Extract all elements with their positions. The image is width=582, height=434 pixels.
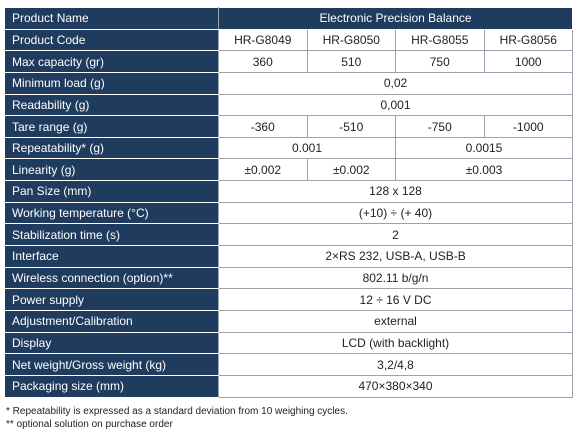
cell-value: 3,2/4,8 <box>217 353 574 376</box>
spec-table: Product Name Electronic Precision Balance… <box>5 7 574 398</box>
table-row: Packaging size (mm) 470×380×340 <box>5 374 574 398</box>
row-label: Power supply <box>5 288 219 311</box>
cell-value: HR-G8056 <box>483 28 574 52</box>
table-row: Adjustment/Calibration external <box>5 309 574 333</box>
table-row: Net weight/Gross weight (kg) 3,2/4,8 <box>5 353 574 376</box>
cell-value: HR-G8055 <box>395 28 485 52</box>
row-label: Linearity (g) <box>5 158 219 182</box>
cell-value: ±0.003 <box>394 158 574 182</box>
cell-value: 750 <box>395 50 485 73</box>
row-label: Stabilization time (s) <box>5 223 219 247</box>
table-row: Working temperature (°C) (+10) ÷ (+ 40) <box>5 201 574 225</box>
cell-value: (+10) ÷ (+ 40) <box>217 201 574 225</box>
cell-value: Electronic Precision Balance <box>217 7 574 30</box>
row-label: Net weight/Gross weight (kg) <box>5 353 219 376</box>
cell-value: ±0.002 <box>306 158 396 182</box>
cell-value: 470×380×340 <box>217 374 574 398</box>
footnote: * Repeatability is expressed as a standa… <box>6 406 348 417</box>
table-row: Max capacity (gr) 360 510 750 1000 <box>5 50 574 73</box>
cell-value: -1000 <box>483 115 574 138</box>
cell-value: 2 <box>217 223 574 247</box>
cell-value: 0,02 <box>217 71 574 95</box>
cell-value: 2×RS 232, USB-A, USB-B <box>217 245 574 268</box>
cell-value: -750 <box>395 115 485 138</box>
table-row: Stabilization time (s) 2 <box>5 223 574 247</box>
cell-value: HR-G8049 <box>218 28 308 52</box>
cell-value: 360 <box>218 50 308 73</box>
table-row: Minimum load (g) 0,02 <box>5 71 574 95</box>
row-label: Working temperature (°C) <box>5 201 219 225</box>
row-label: Product Name <box>5 7 219 30</box>
footnote: ** optional solution on purchase order <box>6 419 173 430</box>
row-label: Repeatability* (g) <box>5 136 219 160</box>
table-row: Readability (g) 0,001 <box>5 93 574 117</box>
row-label: Tare range (g) <box>5 115 219 138</box>
row-label: Readability (g) <box>5 93 219 117</box>
row-label: Adjustment/Calibration <box>5 309 219 333</box>
table-row: Display LCD (with backlight) <box>5 331 574 355</box>
cell-value: 128 x 128 <box>217 180 574 203</box>
table-row: Linearity (g) ±0.002 ±0.002 ±0.003 <box>5 158 574 182</box>
cell-value: 0,001 <box>217 93 574 117</box>
cell-value: ±0.002 <box>218 158 308 182</box>
table-row: Interface 2×RS 232, USB-A, USB-B <box>5 245 574 268</box>
cell-value: 802.11 b/g/n <box>217 266 574 290</box>
table-row: Product Code HR-G8049 HR-G8050 HR-G8055 HR-G… <box>5 28 574 52</box>
cell-value: -510 <box>306 115 396 138</box>
table-row: Product Name Electronic Precision Balance <box>5 7 574 30</box>
row-label: Wireless connection (option)** <box>5 266 219 290</box>
row-label: Pan Size (mm) <box>5 180 219 203</box>
table-row: Pan Size (mm) 128 x 128 <box>5 180 574 203</box>
row-label: Max capacity (gr) <box>5 50 219 73</box>
cell-value: LCD (with backlight) <box>217 331 574 355</box>
row-label: Minimum load (g) <box>5 71 219 95</box>
cell-value: 0.0015 <box>394 136 574 160</box>
table-row: Repeatability* (g) 0.001 0.0015 <box>5 136 574 160</box>
cell-value: 510 <box>306 50 396 73</box>
row-label: Product Code <box>5 28 219 52</box>
row-label: Display <box>5 331 219 355</box>
cell-value: -360 <box>218 115 308 138</box>
cell-value: HR-G8050 <box>306 28 396 52</box>
table-row: Power supply 12 ÷ 16 V DC <box>5 288 574 311</box>
cell-value: 0.001 <box>218 136 396 160</box>
cell-value: 12 ÷ 16 V DC <box>217 288 574 311</box>
cell-value: external <box>217 309 574 333</box>
row-label: Interface <box>5 245 219 268</box>
table-row: Wireless connection (option)** 802.11 b/g… <box>5 266 574 290</box>
cell-value: 1000 <box>483 50 574 73</box>
table-row: Tare range (g) -360 -510 -750 -1000 <box>5 115 574 138</box>
row-label: Packaging size (mm) <box>5 374 219 398</box>
